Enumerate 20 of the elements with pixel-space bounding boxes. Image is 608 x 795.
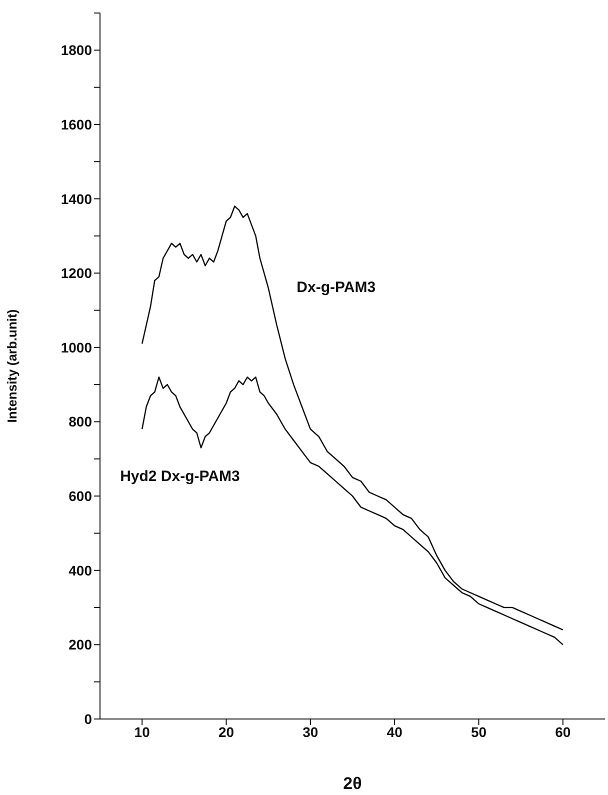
y-tick-label: 600 [68,488,92,504]
y-tick-label: 800 [68,414,92,430]
y-tick-label: 1400 [60,190,92,207]
y-tick-label: 0 [84,710,92,727]
x-tick-label: 40 [386,724,403,740]
x-axis-title: 2θ [343,774,362,793]
x-tick-label: 50 [470,724,487,740]
y-tick-label: 1200 [60,265,92,282]
x-tick-label: 20 [218,724,234,740]
y-tick-label: 1600 [60,116,92,132]
y-axis-title: Intensity (arb.unit) [4,309,20,423]
y-tick-label: 1800 [60,42,92,58]
text: Hyd2 Dx-g-PAM3 [120,468,240,486]
y-tick-label: 200 [68,636,92,653]
x-tick-label: 10 [134,724,150,740]
y-tick-label: 400 [68,562,92,578]
y-tick-label: 1000 [60,339,92,356]
x-tick-label: 30 [302,724,318,740]
series-label: Dx-g-PAM3 [296,279,376,296]
x-tick-label: 60 [555,724,571,740]
